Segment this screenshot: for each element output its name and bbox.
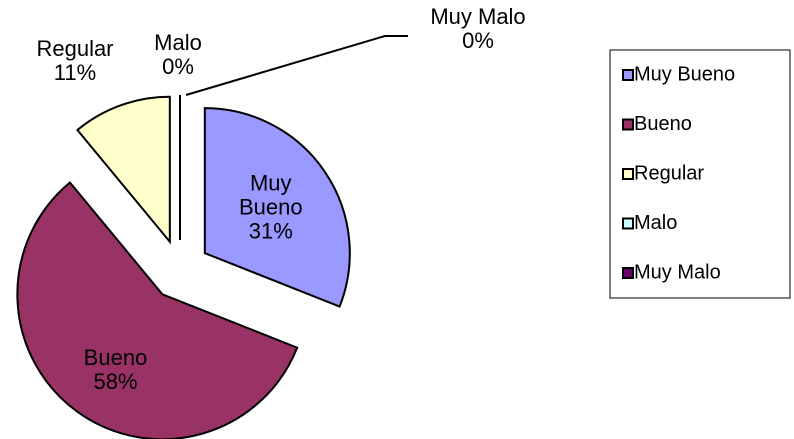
slice-label-name: Muy: [250, 170, 292, 195]
slice-label-name: Malo: [154, 30, 202, 55]
legend-label: Muy Malo: [634, 261, 721, 283]
slice-label-name: Bueno: [239, 194, 303, 219]
legend-swatch: [622, 217, 634, 230]
slice-label-name: Regular: [36, 36, 113, 61]
slice-label-name: Muy Malo: [430, 4, 525, 29]
legend-label: Muy Bueno: [634, 63, 735, 85]
slice-label: Muy Bueno 31%: [239, 170, 303, 243]
legend-label: Regular: [634, 162, 704, 184]
legend-label: Malo: [634, 212, 677, 234]
slice-label-name: Bueno: [84, 345, 148, 370]
legend-swatch: [622, 69, 634, 81]
legend-swatch: [622, 267, 634, 279]
slice-label-value: 11%: [54, 60, 96, 85]
pie-slice: [76, 95, 171, 245]
slice-label: Bueno 58%: [84, 345, 148, 394]
leader-line: [185, 35, 408, 96]
legend-label: Bueno: [634, 113, 692, 135]
slice-label: Regular 11%: [36, 36, 113, 85]
slice-label: Muy Malo 0%: [430, 4, 525, 53]
pie-slice: [16, 181, 299, 439]
legend-swatch: [622, 118, 634, 131]
slice-label-value: 58%: [93, 369, 137, 394]
slice-label: Malo 0%: [154, 30, 202, 79]
legend-swatch: [622, 168, 634, 180]
slice-label-value: 0%: [162, 54, 194, 79]
pie-slice: [203, 107, 351, 308]
slice-label-value: 31%: [249, 218, 293, 243]
slice-label-value: 0%: [462, 28, 494, 53]
legend-box: [609, 49, 791, 299]
